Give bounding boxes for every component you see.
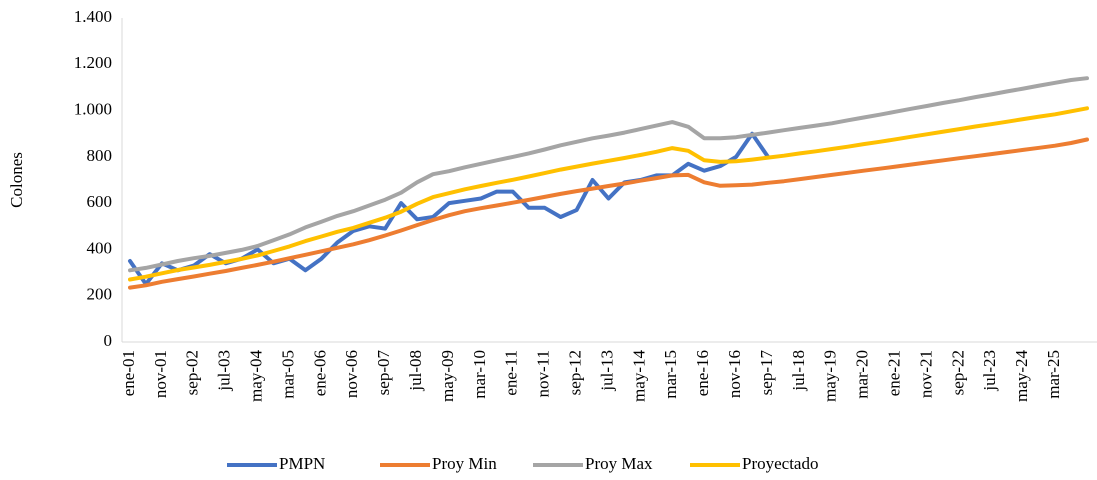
x-tick-label: jul-03 (215, 350, 234, 392)
x-tick-label: ene-06 (310, 350, 329, 396)
x-tick-label: nov-06 (342, 350, 361, 398)
x-tick-label: mar-15 (661, 350, 680, 399)
x-tick-label: nov-16 (725, 350, 744, 398)
x-tick-label: may-19 (821, 350, 840, 402)
y-tick-label: 400 (87, 238, 113, 257)
x-tick-label: jul-08 (406, 350, 425, 392)
y-tick-label: 1.000 (74, 99, 112, 118)
x-tick-label: sep-07 (374, 350, 393, 396)
y-tick-label: 800 (87, 146, 113, 165)
x-tick-label: ene-01 (119, 350, 138, 396)
x-tick-label: ene-11 (502, 350, 521, 396)
y-tick-label: 1.200 (74, 53, 112, 72)
x-tick-label: mar-05 (278, 350, 297, 399)
legend-label: Proyectado (742, 454, 818, 473)
x-tick-label: sep-12 (566, 350, 585, 395)
x-tick-label: mar-25 (1044, 350, 1063, 399)
x-tick-label: nov-21 (916, 350, 935, 398)
x-tick-label: nov-11 (534, 350, 553, 398)
x-tick-label: sep-02 (183, 350, 202, 395)
x-tick-label: jul-23 (980, 350, 999, 392)
x-tick-label: may-04 (246, 350, 265, 402)
x-tick-label: sep-22 (948, 350, 967, 395)
series-line (128, 137, 1089, 290)
y-tick-label: 200 (87, 285, 113, 304)
series-line (128, 76, 1089, 273)
y-tick-label: 600 (87, 192, 113, 211)
x-tick-label: ene-16 (693, 350, 712, 396)
legend-label: Proy Max (585, 454, 653, 473)
y-tick-label: 1.400 (74, 7, 112, 26)
x-tick-label: mar-20 (853, 350, 872, 399)
legend-label: PMPN (279, 454, 325, 473)
x-tick-label: nov-01 (151, 350, 170, 398)
x-tick-label: may-14 (629, 350, 648, 402)
x-tick-label: ene-21 (885, 350, 904, 396)
y-tick-label: 0 (104, 331, 113, 350)
y-axis-title: Colones (7, 152, 26, 208)
x-tick-label: may-24 (1012, 350, 1031, 402)
x-tick-label: jul-13 (597, 350, 616, 392)
x-tick-label: may-09 (438, 350, 457, 402)
x-tick-label: jul-18 (789, 350, 808, 392)
legend-label: Proy Min (432, 454, 497, 473)
x-tick-label: mar-10 (470, 350, 489, 399)
x-tick-label: sep-17 (757, 350, 776, 396)
series-line (128, 106, 1089, 282)
